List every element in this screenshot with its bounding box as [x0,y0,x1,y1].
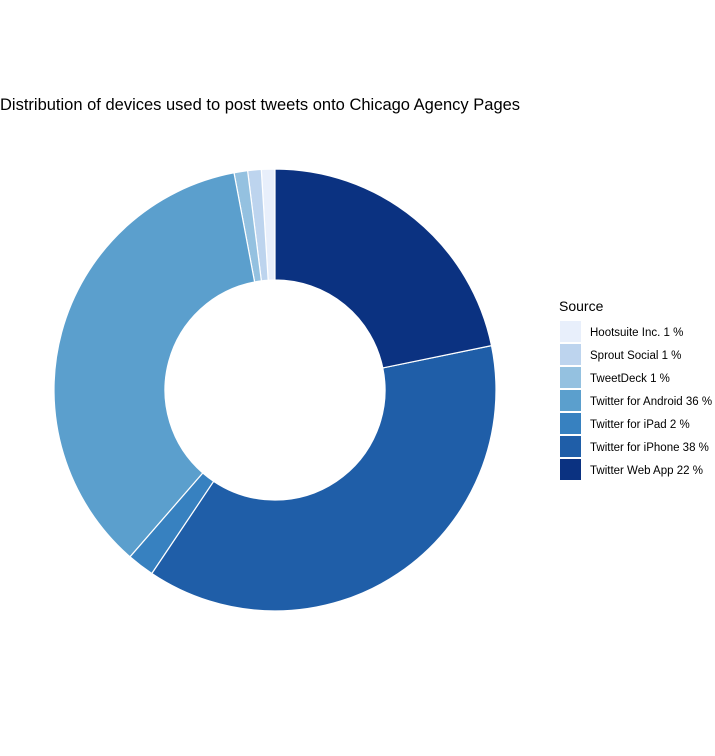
legend-label-5: Twitter for iPhone 38 % [590,442,709,454]
slice-5 [151,344,497,612]
legend: Source Hootsuite Inc. 1 % Sprout Social 1… [559,298,712,480]
legend-label-0: Hootsuite Inc. 1 % [590,327,683,339]
legend-key-1 [560,344,581,365]
legend-label-2: TweetDeck 1 % [590,373,670,385]
slice-3 [53,172,256,558]
legend-label-6: Twitter Web App 22 % [590,465,703,477]
legend-key-2 [560,367,581,388]
legend-key-4 [560,413,581,434]
legend-label-3: Twitter for Android 36 % [590,396,712,408]
legend-label-1: Sprout Social 1 % [590,350,681,362]
slice-6 [274,168,493,369]
donut-slices [53,168,497,612]
legend-key-0 [560,321,581,342]
legend-key-3 [560,390,581,411]
legend-key-5 [560,436,581,457]
legend-title: Source [559,298,604,314]
chart-title: Distribution of devices used to post twe… [0,96,520,114]
legend-key-6 [560,459,581,480]
legend-label-4: Twitter for iPad 2 % [590,419,690,431]
